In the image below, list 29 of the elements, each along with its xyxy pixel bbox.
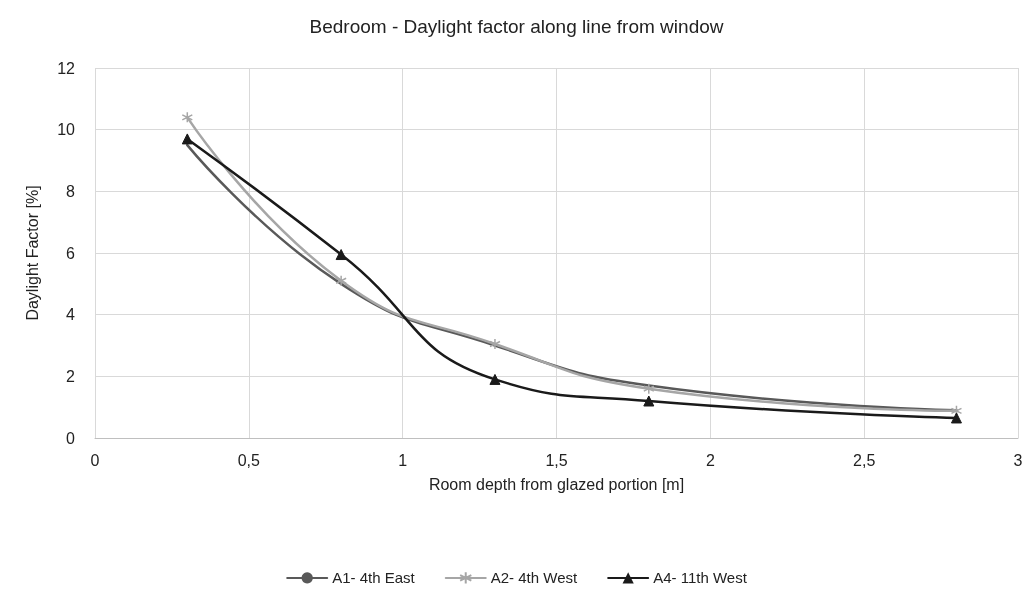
chart-title: Bedroom - Daylight factor along line from window [309, 16, 724, 37]
legend-label: A4- 11th West [653, 569, 748, 587]
y-tick-label: 0 [66, 429, 76, 447]
x-tick-label: 1 [398, 451, 408, 469]
point [489, 373, 501, 385]
point [181, 133, 193, 145]
y-tick-label: 8 [66, 182, 76, 200]
y-tick-label: 12 [57, 59, 76, 77]
point [643, 382, 655, 395]
x-axis-title: Room depth from glazed portion [m] [428, 475, 685, 493]
y-tick-label: 6 [66, 244, 76, 262]
y-tick-label: 10 [57, 121, 76, 139]
legend-label: A1- 4th East [332, 569, 416, 587]
point [489, 338, 501, 350]
y-axis-title: Daylight Factor [%] [23, 185, 41, 321]
point [181, 111, 194, 124]
x-tick-label: 3 [1013, 451, 1023, 469]
point [335, 275, 347, 287]
y-tick-label: 2 [66, 367, 76, 385]
x-tick-label: 0 [90, 451, 100, 469]
x-tick-label: 2 [705, 451, 715, 469]
point [335, 249, 347, 261]
x-tick-label: 0,5 [237, 451, 261, 469]
x-tick-label: 1,5 [545, 451, 568, 469]
x-tick-label: 2,5 [853, 451, 876, 469]
y-tick-label: 4 [66, 306, 76, 324]
legend-label: A2- 4th West [490, 569, 578, 587]
point [950, 412, 962, 424]
point [643, 395, 655, 407]
